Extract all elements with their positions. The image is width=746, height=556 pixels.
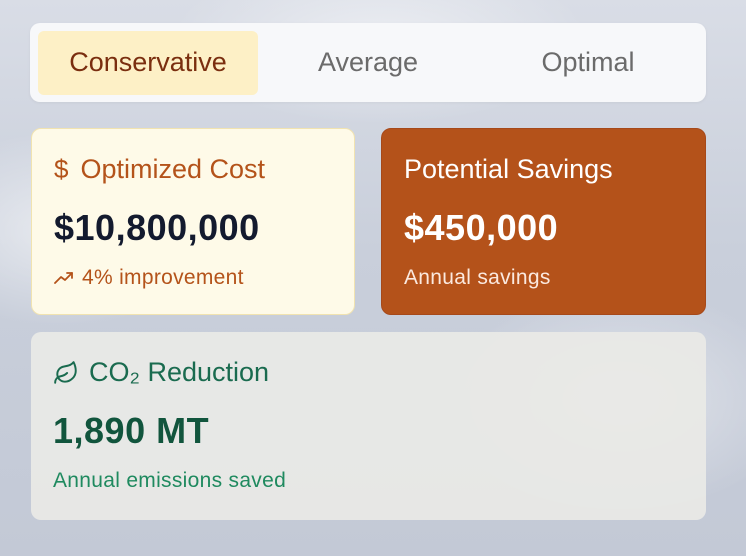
co2-reduction-label: CO₂ Reduction: [89, 357, 270, 387]
optimized-cost-improvement: 4% improvement: [54, 266, 244, 290]
improvement-text: 4% improvement: [82, 266, 244, 289]
optimized-cost-value: $10,800,000: [54, 207, 260, 248]
optimized-cost-title: $ Optimized Cost: [54, 154, 265, 185]
dollar-icon: $: [54, 154, 69, 184]
co2-reduction-card: CO₂ Reduction 1,890 MT Annual emissions …: [31, 332, 706, 520]
co2-reduction-subtitle: Annual emissions saved: [53, 469, 287, 492]
potential-savings-value: $450,000: [404, 207, 559, 248]
leaf-icon: [53, 360, 79, 386]
potential-savings-subtitle: Annual savings: [404, 266, 551, 289]
potential-savings-title: Potential Savings: [404, 154, 613, 184]
tab-average[interactable]: Average: [317, 47, 419, 77]
co2-reduction-value: 1,890 MT: [53, 410, 210, 451]
tab-conservative[interactable]: Conservative: [38, 30, 258, 95]
tab-optimal[interactable]: Optimal: [541, 47, 635, 77]
trending-up-icon: [54, 271, 74, 285]
optimized-cost-card: $ Optimized Cost $10,800,000 4% improvem…: [31, 128, 355, 315]
potential-savings-card: Potential Savings $450,000 Annual saving…: [381, 128, 706, 315]
scenario-tabs: Conservative Average Optimal: [30, 23, 706, 102]
optimized-cost-label: Optimized Cost: [80, 154, 266, 184]
co2-reduction-title: CO₂ Reduction: [53, 357, 269, 388]
